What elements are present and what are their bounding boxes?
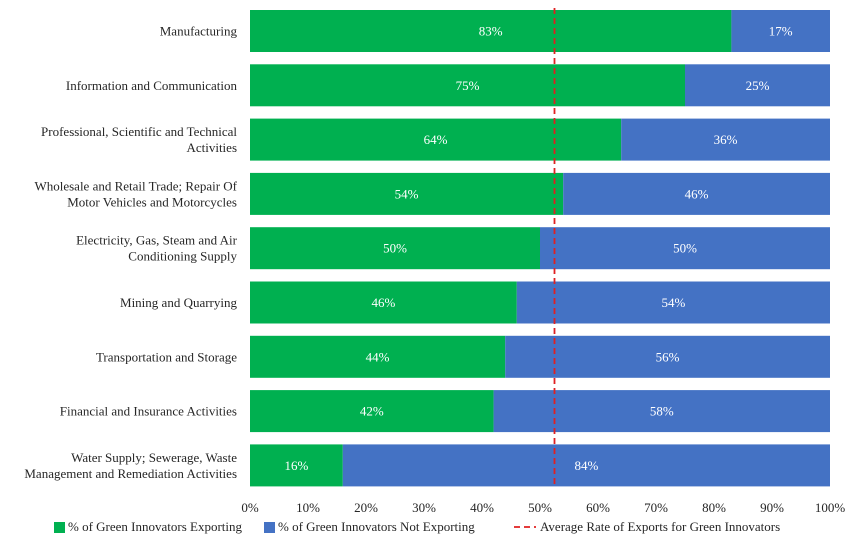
value-label-not-exporting: 17% xyxy=(769,24,793,39)
legend-swatch-exporting xyxy=(54,522,65,533)
category-label-line: Financial and Insurance Activities xyxy=(60,404,237,419)
category-label: Financial and Insurance Activities xyxy=(60,404,237,419)
category-label-line: Motor Vehicles and Motorcycles xyxy=(67,194,237,209)
category-labels: Manufacturing Information and Communicati… xyxy=(24,24,237,481)
value-label-not-exporting: 46% xyxy=(685,186,709,201)
bar-not-exporting xyxy=(493,390,830,433)
bar-not-exporting xyxy=(540,227,830,270)
value-label-not-exporting: 58% xyxy=(650,404,674,419)
value-label-not-exporting: 50% xyxy=(673,241,697,256)
x-tick-label: 80% xyxy=(702,500,726,515)
category-label-line: Transportation and Storage xyxy=(96,349,237,364)
value-labels: 83% 17% 75% 25% 64% 36% 54% 46% 50% 50% 46% 54% 44% 5… xyxy=(284,24,792,473)
x-tick-label: 50% xyxy=(528,500,552,515)
x-tick-label: 40% xyxy=(470,500,494,515)
x-tick-label: 20% xyxy=(354,500,378,515)
bar-exporting xyxy=(250,172,564,215)
category-label: Wholesale and Retail Trade; Repair Of Mot… xyxy=(34,178,237,209)
value-label-exporting: 64% xyxy=(424,132,448,147)
legend-swatch-not-exporting xyxy=(264,522,275,533)
value-label-exporting: 16% xyxy=(284,458,308,473)
category-label-line: Conditioning Supply xyxy=(128,249,237,264)
legend: % of Green Innovators Exporting % of Gree… xyxy=(54,519,780,534)
bar-exporting xyxy=(250,118,622,161)
bar-not-exporting xyxy=(731,10,830,52)
value-label-not-exporting: 56% xyxy=(656,349,680,364)
bar-exporting xyxy=(250,281,517,324)
category-label-line: Electricity, Gas, Steam and Air xyxy=(76,233,238,248)
bars xyxy=(250,10,830,487)
category-label-line: Activities xyxy=(186,140,237,155)
value-label-not-exporting: 25% xyxy=(746,78,770,93)
x-tick-label: 100% xyxy=(815,500,846,515)
bar-exporting xyxy=(250,335,506,378)
category-label: Mining and Quarrying xyxy=(120,295,237,310)
bar-exporting xyxy=(250,227,540,270)
bar-not-exporting xyxy=(685,64,830,107)
value-label-exporting: 42% xyxy=(360,404,384,419)
category-label-line: Wholesale and Retail Trade; Repair Of xyxy=(34,178,237,193)
category-label-line: Manufacturing xyxy=(160,24,238,39)
category-label: Information and Communication xyxy=(66,78,238,93)
x-tick-label: 60% xyxy=(586,500,610,515)
value-label-exporting: 54% xyxy=(395,186,419,201)
value-label-not-exporting: 84% xyxy=(574,458,598,473)
legend-label-exporting: % of Green Innovators Exporting xyxy=(68,519,243,534)
category-label: Manufacturing xyxy=(160,24,238,39)
value-label-not-exporting: 54% xyxy=(661,295,685,310)
bar-not-exporting xyxy=(563,172,830,215)
legend-label-average: Average Rate of Exports for Green Innova… xyxy=(540,519,780,534)
category-label-line: Mining and Quarrying xyxy=(120,295,237,310)
x-tick-label: 30% xyxy=(412,500,436,515)
x-tick-label: 0% xyxy=(241,500,259,515)
bar-not-exporting xyxy=(505,335,830,378)
x-tick-label: 70% xyxy=(644,500,668,515)
value-label-exporting: 83% xyxy=(479,24,503,39)
bar-exporting xyxy=(250,444,343,487)
value-label-exporting: 75% xyxy=(456,78,480,93)
value-label-exporting: 46% xyxy=(371,295,395,310)
bar-exporting xyxy=(250,390,494,433)
category-label: Water Supply; Sewerage, Waste Management … xyxy=(24,450,237,481)
category-label: Professional, Scientific and Technical Ac… xyxy=(41,124,237,155)
legend-label-not-exporting: % of Green Innovators Not Exporting xyxy=(278,519,475,534)
value-label-exporting: 50% xyxy=(383,241,407,256)
bar-not-exporting xyxy=(516,281,830,324)
bar-not-exporting xyxy=(342,444,830,487)
category-label-line: Management and Remediation Activities xyxy=(24,466,237,481)
category-label: Transportation and Storage xyxy=(96,349,237,364)
x-tick-label: 90% xyxy=(760,500,784,515)
category-label: Electricity, Gas, Steam and Air Condition… xyxy=(76,233,238,264)
category-label-line: Professional, Scientific and Technical xyxy=(41,124,237,139)
category-label-line: Water Supply; Sewerage, Waste xyxy=(71,450,237,465)
value-label-not-exporting: 36% xyxy=(714,132,738,147)
bar-not-exporting xyxy=(621,118,830,161)
x-tick-label: 10% xyxy=(296,500,320,515)
x-axis-ticks: 0% 10% 20% 30% 40% 50% 60% 70% 80% 90% 100% xyxy=(241,500,845,515)
category-label-line: Information and Communication xyxy=(66,78,238,93)
value-label-exporting: 44% xyxy=(366,349,390,364)
bar-exporting xyxy=(250,10,732,52)
bar-exporting xyxy=(250,64,685,107)
